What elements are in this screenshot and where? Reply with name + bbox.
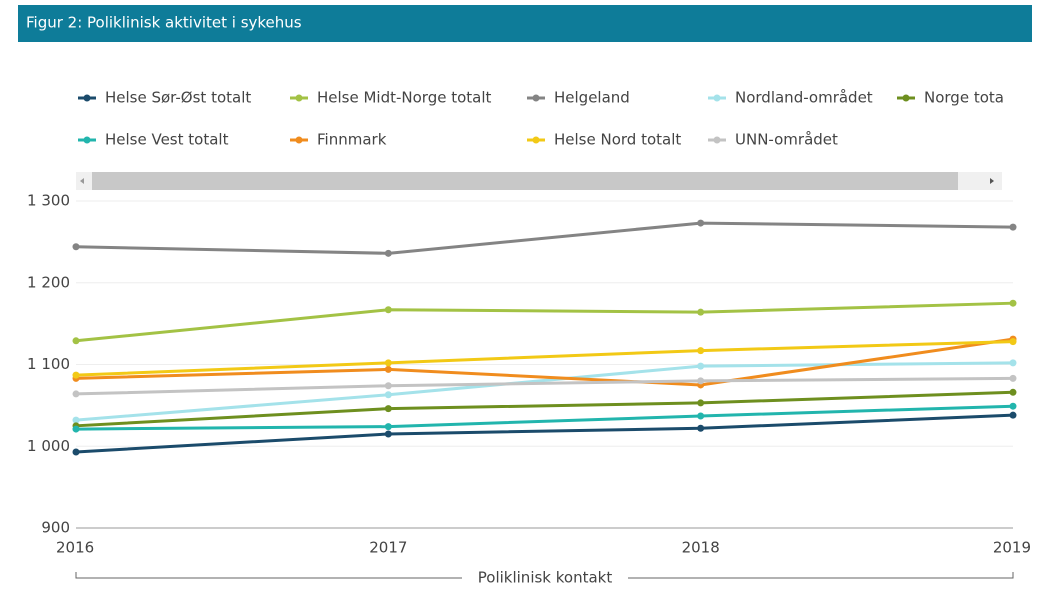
series-line [75,376,1014,396]
point [1009,299,1017,307]
series-line [75,340,1014,377]
y-tick-label: 1 200 [27,273,70,291]
legend-dot [295,94,303,102]
legend-label: Finnmark [317,131,387,149]
series-line [75,361,1014,422]
series-line [75,301,1014,343]
point [697,424,705,432]
point [72,416,80,424]
point [72,390,80,398]
bracket-gap [462,568,628,588]
point [697,399,705,407]
point [1009,374,1017,382]
point [697,362,705,370]
series-line [75,404,1014,431]
x-tick-label: 2016 [56,539,94,557]
legend-dot [713,94,721,102]
series-line [75,221,1014,255]
legend-label: Helse Vest totalt [105,131,229,149]
point [384,365,392,373]
y-tick-label: 900 [41,519,70,537]
x-axis-label: Poliklinisk kontakt [478,569,613,587]
point [1009,359,1017,367]
legend-dot [532,136,540,144]
legend-dot [83,94,91,102]
legend-label: Helse Midt-Norge totalt [317,89,492,107]
point [384,423,392,431]
point [1009,402,1017,410]
point [384,430,392,438]
legend-dot [83,136,91,144]
legend-label: Helse Nord totalt [554,131,681,149]
scroll-left[interactable] [80,178,84,184]
y-tick-label: 1 000 [27,437,70,455]
y-tick-label: 1 100 [27,355,70,373]
point [72,371,80,379]
legend-label: Norge totalt [924,89,1014,107]
legend-label: Helse Sør-Øst totalt [105,89,251,107]
point [1009,338,1017,346]
point [697,412,705,420]
point [72,448,80,456]
point [72,337,80,345]
point [384,359,392,367]
legend-label: Nordland-området [735,89,873,107]
point [697,347,705,355]
point [384,405,392,413]
series-line [75,337,1014,387]
x-tick-label: 2019 [993,539,1031,557]
legend-label: UNN-området [735,131,838,149]
legend-dot [902,94,910,102]
x-tick-label: 2017 [369,539,407,557]
header-bar [18,5,1032,42]
point [697,219,705,227]
point [697,377,705,385]
legend: Helse Sør-Øst totalt Helse Midt-Norge tot… [78,89,1014,149]
legend-dot [532,94,540,102]
point [384,382,392,390]
point [72,425,80,433]
series-line [75,413,1014,454]
point [1009,388,1017,396]
point [1009,223,1017,231]
scroll-right[interactable] [990,178,994,184]
point [697,308,705,316]
legend-label: Helgeland [554,89,630,107]
point [384,249,392,257]
legend-dot [295,136,303,144]
series-line [75,390,1014,428]
point [72,243,80,251]
legend-dot [713,136,721,144]
point [1009,411,1017,419]
chart-title: Figur 2: Poliklinisk aktivitet i sykehus [26,14,302,32]
scrollbar-thumb[interactable] [92,172,958,190]
point [384,306,392,314]
y-tick-label: 1 300 [27,192,70,210]
x-tick-label: 2018 [682,539,720,557]
point [384,391,392,399]
